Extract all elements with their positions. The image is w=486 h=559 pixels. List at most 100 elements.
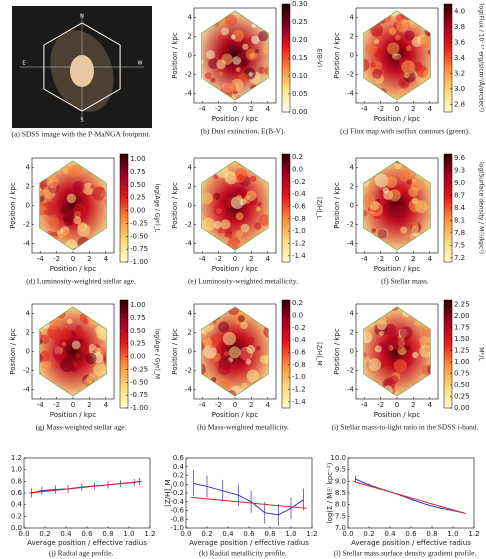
- x-tick-label: -4: [37, 401, 45, 409]
- map-texture: [370, 61, 377, 68]
- map-texture: [237, 52, 244, 59]
- x-tick-label: 4: [104, 401, 109, 409]
- map-texture: [423, 69, 431, 79]
- map-texture: [225, 14, 238, 27]
- y-tick-label: 2: [188, 183, 192, 191]
- map-texture: [77, 330, 85, 337]
- map-texture: [378, 331, 385, 337]
- x-tick-label: -2: [215, 401, 222, 409]
- colorbar-tick-label: -0.75: [130, 391, 148, 399]
- map-texture: [382, 187, 390, 194]
- map-texture: [407, 387, 415, 395]
- y-tick-label: -0.4: [170, 498, 184, 506]
- map-texture: [363, 239, 371, 250]
- map-texture: [379, 88, 387, 96]
- x-tick-label: 2: [249, 401, 253, 409]
- y-tick-label: -0.8: [170, 515, 184, 523]
- colorbar-tick-label: 0.0: [292, 165, 303, 173]
- y-axis-label: log(Σ / M☉ kpc⁻²): [326, 462, 334, 523]
- map-texture: [258, 311, 264, 316]
- map-texture: [245, 359, 252, 365]
- map-image: [201, 160, 269, 251]
- map-texture: [66, 318, 73, 325]
- x-tick-label: 4: [428, 401, 433, 409]
- colorbar-tick-label: -1.2: [292, 239, 306, 247]
- x-tick-label: 0: [233, 401, 237, 409]
- x-tick-label: 0.4: [384, 530, 396, 538]
- map-texture: [247, 336, 255, 345]
- map-texture: [235, 67, 241, 72]
- map-texture: [208, 58, 219, 69]
- colorbar-tick-label: 2.00: [454, 312, 470, 320]
- colorbar-tick-label: 0.25: [454, 393, 470, 401]
- colorbar-tick-label: 3.6: [454, 39, 466, 47]
- colorbar-tick-label: 0.05: [292, 90, 308, 98]
- map-texture: [424, 171, 431, 178]
- compass-label: E: [22, 61, 25, 67]
- y-axis-label: [Z/H]_M: [164, 479, 172, 506]
- map-texture: [59, 358, 74, 373]
- map-texture: [370, 23, 384, 37]
- map-texture: [109, 354, 117, 362]
- map-texture: [39, 220, 44, 229]
- x-tick-label: 2: [87, 255, 91, 263]
- map-texture: [356, 73, 361, 78]
- x-axis-label: Position / kpc: [374, 115, 421, 123]
- map-texture: [263, 163, 269, 171]
- map-texture: [100, 347, 107, 355]
- map-texture: [432, 52, 440, 60]
- map-texture: [246, 190, 257, 201]
- map-texture: [48, 160, 55, 165]
- x-axis-label: Average position / effective radius: [189, 539, 309, 547]
- y-tick-label: -4: [23, 240, 31, 248]
- x-tick-label: 1.0: [447, 530, 458, 538]
- map-texture: [52, 160, 57, 164]
- map-texture: [218, 321, 230, 333]
- map-texture: [432, 205, 437, 210]
- y-tick-label: 0: [350, 348, 354, 356]
- map-texture: [363, 172, 372, 182]
- y-tick-label: 4: [26, 310, 31, 318]
- colorbar-label: log(Surface density / M☉/kpc²): [478, 162, 485, 254]
- map-texture: [211, 310, 221, 320]
- map-texture: [88, 242, 100, 251]
- map-texture: [363, 193, 376, 207]
- colorbar-label: [Z/H]_L: [316, 197, 323, 219]
- map-texture: [251, 383, 258, 389]
- colorbar-tick-label: 7.2: [454, 254, 465, 262]
- colorbar-tick-label: 0.00: [130, 353, 146, 361]
- map-texture: [86, 165, 97, 176]
- map-texture: [409, 389, 422, 397]
- map-image: [358, 160, 437, 251]
- map-texture: [394, 160, 403, 164]
- x-tick-label: 0.0: [18, 530, 29, 538]
- map-texture: [424, 26, 431, 37]
- map-texture: [85, 352, 97, 365]
- map-outline: [363, 10, 431, 101]
- map-texture: [400, 226, 408, 234]
- map-texture: [382, 204, 390, 212]
- x-tick-label: 4: [266, 105, 271, 113]
- map-texture: [363, 210, 368, 217]
- map-texture: [419, 335, 431, 349]
- x-tick-label: -4: [361, 105, 369, 113]
- map-texture: [433, 321, 438, 326]
- map-texture: [392, 205, 405, 218]
- map-texture: [401, 60, 416, 75]
- x-axis-label: Position / kpc: [212, 115, 259, 123]
- map-texture: [201, 59, 204, 65]
- map-texture: [262, 65, 269, 76]
- map-texture: [358, 184, 364, 190]
- colorbar: [281, 153, 291, 263]
- y-tick-label: 2: [188, 329, 192, 337]
- series-line: [191, 496, 307, 509]
- map-texture: [270, 308, 276, 314]
- map-texture: [394, 55, 402, 63]
- map-texture: [62, 229, 72, 239]
- colorbar-tick-label: -0.25: [130, 365, 148, 373]
- x-tick-label: 0.2: [39, 530, 50, 538]
- colorbar: [119, 153, 129, 263]
- map-texture: [213, 220, 222, 229]
- map-texture: [232, 29, 244, 42]
- map-texture: [201, 362, 206, 376]
